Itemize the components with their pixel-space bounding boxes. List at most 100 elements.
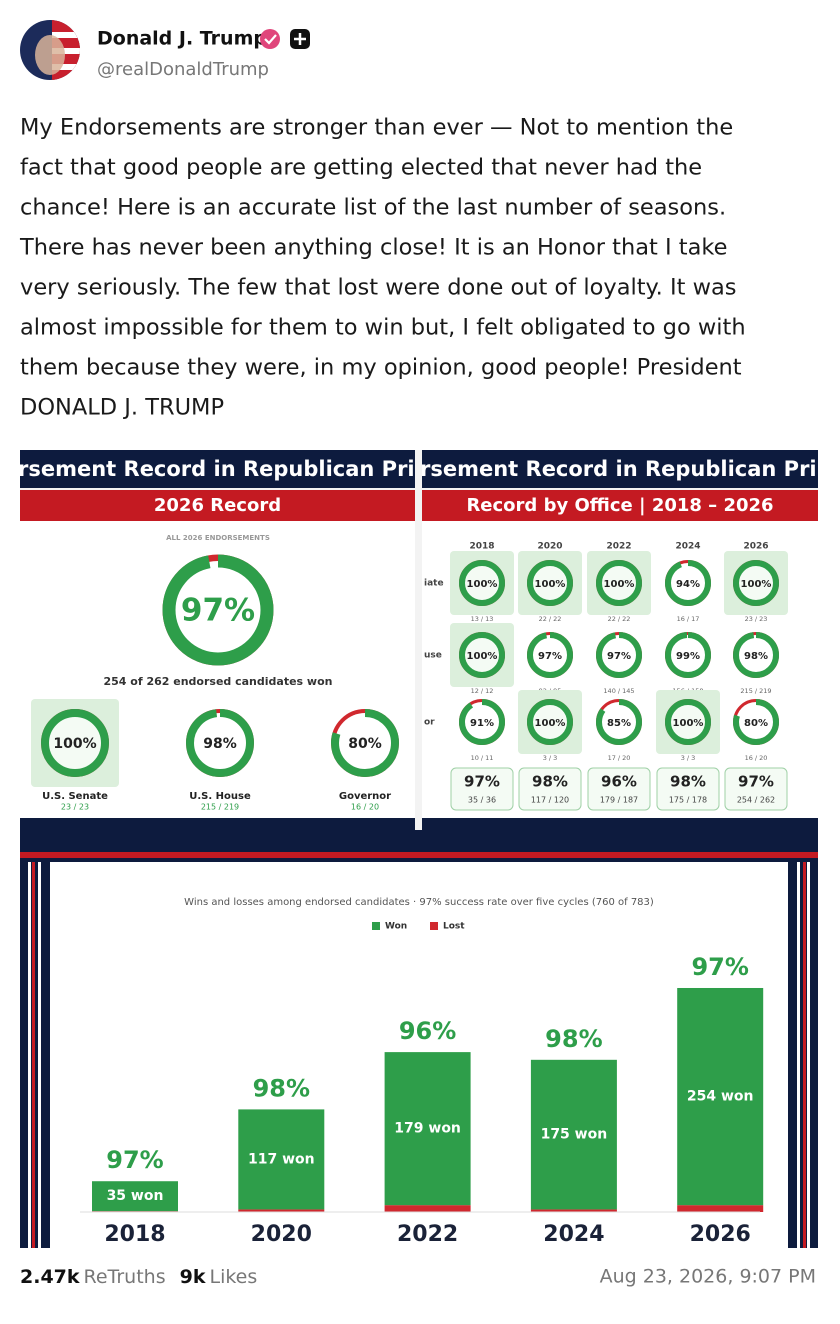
like-label: Likes [209, 1266, 257, 1288]
bar-value-label: 117 won [248, 1151, 315, 1167]
bar-won [238, 1109, 325, 1210]
cell-record: 22 / 22 [539, 615, 562, 623]
office-record: 16 / 20 [351, 803, 379, 812]
side-stripe [32, 862, 35, 1248]
like-count[interactable]: 9k [180, 1266, 206, 1288]
ring-won [162, 554, 274, 666]
text-line: fact that good people are getting electe… [20, 155, 702, 181]
ring-won [459, 560, 505, 606]
ring-won [527, 560, 573, 606]
overall-pct: 97% [181, 593, 255, 629]
text-line: almost impossible for them to win but, I… [20, 315, 746, 341]
bar-percent-label: 97% [691, 953, 748, 981]
bar-percent-label: 98% [545, 1025, 602, 1053]
total-record: 35 / 36 [468, 796, 496, 805]
frame-stripe [20, 852, 818, 858]
legend-label: Lost [443, 922, 465, 932]
total-record: 179 / 187 [600, 796, 638, 805]
total-box [518, 767, 582, 811]
bar-lost [530, 1209, 617, 1212]
year-header: 2020 [537, 542, 562, 552]
x-tick-label: 2018 [104, 1222, 165, 1247]
total-record: 117 / 120 [531, 796, 569, 805]
stats: 2.47k ReTruths 9k Likes [20, 1266, 257, 1288]
total-box [450, 767, 514, 811]
cell-pct: 91% [470, 718, 494, 729]
summary: 254 of 262 endorsed candidates won [104, 675, 333, 688]
author-name[interactable]: Donald J. Trump [97, 28, 267, 50]
cell-pct: 85% [607, 718, 631, 729]
title-band [20, 450, 415, 488]
side-stripe [807, 862, 810, 1248]
office-record: 23 / 23 [61, 803, 89, 812]
cell-pct: 100% [467, 651, 498, 662]
subtitle-band [20, 490, 415, 521]
cell-record: 10 / 11 [471, 754, 494, 762]
side-stripe [797, 862, 800, 1248]
side-stripe [803, 862, 806, 1248]
bar-value-label: 175 won [541, 1127, 608, 1143]
cell-pct: 100% [467, 579, 498, 590]
bar-value-label: 35 won [107, 1188, 164, 1204]
ring-won [527, 699, 573, 745]
verified-badge [260, 29, 280, 49]
avatar-stripe [52, 64, 80, 70]
avatar[interactable] [20, 20, 80, 80]
avatar-face [35, 35, 65, 75]
office-name: U.S. House [189, 791, 251, 802]
panel-label: ALL 2026 ENDORSEMENTS [166, 534, 270, 542]
author-handle[interactable]: @realDonaldTrump [97, 59, 269, 80]
side-stripe [28, 862, 31, 1248]
bar-lost [677, 1205, 764, 1212]
image-panel[interactable]: rsement Record in Republican Prim Record … [420, 450, 839, 830]
year-header: 2024 [675, 542, 700, 552]
post-text: My Endorsements are stronger than ever —… [19, 115, 746, 421]
chart-subtitle: Wins and losses among endorsed candidate… [184, 897, 654, 908]
row-label: or [424, 718, 435, 728]
cell-pct: 80% [744, 718, 768, 729]
image-panel[interactable]: Wins and losses among endorsed candidate… [20, 830, 818, 1248]
cell-pct: 100% [604, 579, 635, 590]
ring-won [665, 632, 711, 678]
x-tick-label: 2024 [543, 1222, 604, 1247]
cell-record: 3 / 3 [543, 754, 558, 762]
x-tick-label: 2022 [397, 1222, 458, 1247]
ring-won [596, 699, 642, 745]
bar-value-label: 179 won [394, 1121, 461, 1137]
ring-won [331, 709, 399, 777]
image-subtitle: Record by Office | 2018 – 2026 [466, 495, 773, 516]
image-subtitle: 2026 Record [154, 495, 281, 516]
total-pct: 97% [464, 773, 500, 791]
bar-won [677, 987, 764, 1206]
row-label: iate [424, 579, 444, 589]
retruth-label: ReTruths [84, 1266, 166, 1288]
bar-value-label: 254 won [687, 1089, 754, 1105]
cell-pct: 97% [538, 651, 562, 662]
cell-pct: 97% [607, 651, 631, 662]
post-footer: 2.47k ReTruths 9k Likes Aug 23, 2026, 9:07 P… [20, 1266, 816, 1288]
cell-record: 16 / 17 [677, 615, 700, 623]
cell-pct: 100% [741, 579, 772, 590]
ring-won [596, 560, 642, 606]
total-pct: 98% [670, 773, 706, 791]
ring-won [459, 632, 505, 678]
ring-won [596, 632, 642, 678]
bar-percent-label: 96% [399, 1017, 456, 1045]
avatar-stripe [52, 32, 80, 38]
image-title: rsement Record in Republican Prim [420, 457, 839, 481]
retruth-count[interactable]: 2.47k [20, 1266, 80, 1288]
office-pct: 80% [348, 736, 382, 752]
text-line: very seriously. The few that lost were d… [20, 275, 737, 301]
legend-swatch [430, 922, 438, 930]
bar-lost [384, 1205, 471, 1212]
office-name: Governor [339, 791, 391, 802]
x-tick-label: 2020 [251, 1222, 312, 1247]
ring-won [186, 709, 254, 777]
image-title: rsement Record in Republican Prima [18, 457, 451, 481]
text-line: DONALD J. TRUMP [20, 395, 224, 421]
image-panel[interactable]: rsement Record in Republican Prima 2026 R… [18, 450, 451, 830]
bottom-band [422, 818, 818, 830]
cell-record: 215 / 219 [740, 687, 771, 695]
